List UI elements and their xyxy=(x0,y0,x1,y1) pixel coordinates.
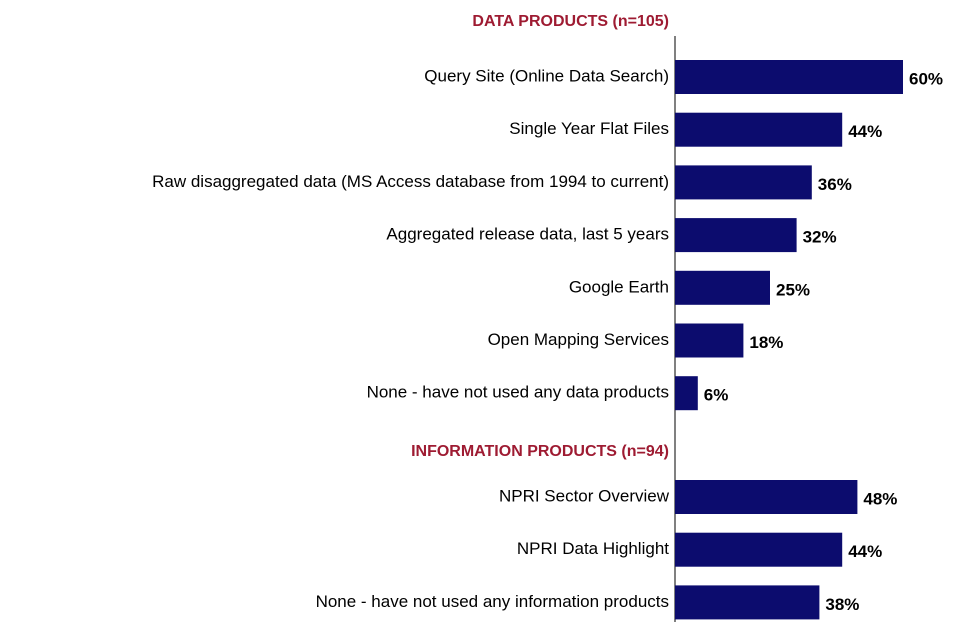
bar xyxy=(675,323,744,358)
group-header: INFORMATION PRODUCTS (n=94) xyxy=(411,443,669,460)
category-label: None - have not used any information pro… xyxy=(316,592,669,611)
category-label: Aggregated release data, last 5 years xyxy=(386,225,669,244)
value-label: 38% xyxy=(825,595,859,614)
category-label: NPRI Data Highlight xyxy=(517,539,669,558)
value-label: 18% xyxy=(749,333,783,352)
value-label: 25% xyxy=(776,280,810,299)
category-label: Open Mapping Services xyxy=(488,330,669,349)
value-label: 48% xyxy=(863,489,897,508)
value-label: 60% xyxy=(909,69,943,88)
bar xyxy=(675,218,797,253)
category-label: Query Site (Online Data Search) xyxy=(424,66,669,85)
category-label: None - have not used any data products xyxy=(367,383,669,402)
category-label: Google Earth xyxy=(569,277,669,296)
bar xyxy=(675,376,698,411)
bar xyxy=(675,585,820,620)
value-label: 36% xyxy=(818,175,852,194)
bar xyxy=(675,112,843,147)
bar xyxy=(675,270,770,305)
category-label: Single Year Flat Files xyxy=(509,119,669,138)
value-label: 6% xyxy=(704,386,729,405)
value-label: 32% xyxy=(803,228,837,247)
bar xyxy=(675,532,843,567)
value-label: 44% xyxy=(848,122,882,141)
category-label: Raw disaggregated data (MS Access databa… xyxy=(152,172,669,191)
category-label: NPRI Sector Overview xyxy=(499,486,670,505)
group-header: DATA PRODUCTS (n=105) xyxy=(472,13,669,30)
bar xyxy=(675,165,812,200)
value-label: 44% xyxy=(848,542,882,561)
bar xyxy=(675,60,903,94)
bar xyxy=(675,480,858,514)
